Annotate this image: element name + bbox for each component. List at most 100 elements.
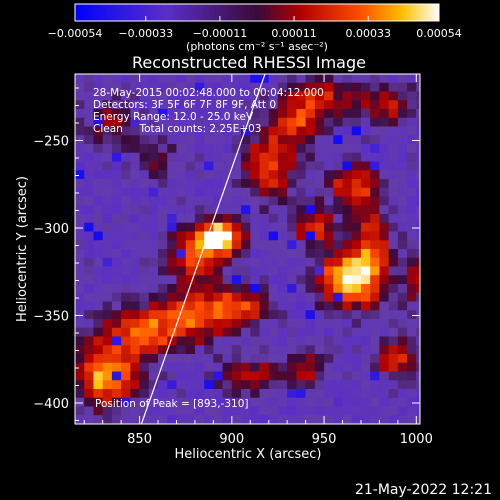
heatmap-cell: [250, 231, 261, 241]
heatmap-cell: [102, 205, 113, 215]
heatmap-cell: [305, 345, 316, 355]
heatmap-cell: [148, 231, 159, 241]
heatmap-cell: [213, 380, 224, 390]
heatmap-cell: [121, 135, 131, 145]
heatmap-cell: [388, 266, 399, 276]
heatmap-cell: [167, 406, 178, 416]
heatmap-cell: [324, 109, 334, 119]
heatmap-cell: [231, 91, 242, 101]
heatmap-cell: [397, 135, 408, 145]
heatmap-cell: [93, 170, 104, 180]
heatmap-cell: [148, 327, 159, 338]
heatmap-cell: [139, 266, 150, 276]
heatmap-cell: [416, 362, 420, 373]
heatmap-cell: [241, 415, 251, 424]
heatmap-cell: [194, 214, 205, 224]
heatmap-cell: [268, 397, 279, 408]
heatmap-cell: [342, 196, 353, 206]
heatmap-cell: [314, 74, 325, 84]
heatmap-cell: [204, 196, 214, 206]
heatmap-cell: [111, 301, 122, 311]
heatmap-cell: [204, 161, 214, 171]
heatmap-cell: [250, 161, 261, 171]
heatmap-cell: [93, 109, 104, 119]
colorbar-ticks: −0.00054 −0.00033 −0.00011 0.00011 0.00033 0.…: [48, 16, 462, 40]
heatmap-cell: [250, 249, 261, 259]
heatmap-cell: [111, 135, 122, 145]
heatmap-cell: [130, 389, 141, 399]
heatmap-cell: [148, 284, 159, 294]
heatmap-cell: [75, 310, 85, 320]
heatmap-cell: [388, 249, 399, 259]
heatmap-cell: [259, 336, 270, 346]
heatmap-cell: [222, 82, 233, 93]
heatmap-cell: [259, 170, 270, 180]
heatmap-cell: [111, 275, 122, 285]
heatmap-cell: [360, 205, 371, 215]
heatmap-cell: [287, 345, 297, 355]
heatmap-cell: [268, 345, 279, 355]
heatmap-cell: [84, 109, 95, 119]
heatmap-cell: [231, 170, 242, 180]
heatmap-cell: [277, 310, 288, 320]
heatmap-cell: [407, 135, 417, 145]
heatmap-cell: [305, 371, 316, 381]
heatmap-cell: [370, 362, 381, 373]
heatmap-cell: [213, 266, 224, 276]
heatmap-cell: [241, 231, 251, 241]
heatmap-cell: [277, 336, 288, 346]
heatmap-cell: [268, 100, 279, 110]
heatmap-cell: [167, 354, 178, 364]
heatmap-cell: [176, 310, 187, 320]
heatmap-cell: [194, 126, 205, 136]
heatmap-cell: [121, 284, 131, 294]
heatmap-cell: [277, 179, 288, 189]
heatmap-cell: [213, 196, 224, 206]
heatmap-cell: [111, 240, 122, 250]
heatmap-cell: [148, 152, 159, 163]
heatmap-cell: [287, 336, 297, 346]
heatmap-cell: [93, 214, 104, 224]
heatmap-cell: [305, 336, 316, 346]
heatmap-cell: [102, 109, 113, 119]
heatmap-cell: [93, 161, 104, 171]
heatmap-cell: [416, 389, 420, 399]
heatmap-cell: [370, 196, 381, 206]
heatmap-cell: [231, 126, 242, 136]
heatmap-cell: [130, 152, 141, 163]
heatmap-cell: [416, 117, 420, 128]
heatmap-cell: [407, 284, 417, 294]
heatmap-cell: [388, 362, 399, 373]
heatmap-cell: [333, 240, 344, 250]
heatmap-cell: [379, 310, 390, 320]
heatmap-cell: [370, 380, 381, 390]
heatmap-cell: [231, 327, 242, 338]
heatmap-cell: [351, 389, 362, 399]
heatmap-cell: [324, 292, 334, 303]
heatmap-cell: [342, 362, 353, 373]
heatmap-cell: [231, 144, 242, 154]
heatmap-cell: [121, 380, 131, 390]
heatmap-cell: [296, 380, 307, 390]
heatmap-cell: [194, 144, 205, 154]
heatmap-cell: [204, 292, 214, 303]
heatmap-cell: [176, 362, 187, 373]
heatmap-cell: [158, 117, 168, 128]
heatmap-cell: [333, 214, 344, 224]
heatmap-cell: [185, 170, 196, 180]
heatmap-cell: [148, 100, 159, 110]
heatmap-cell: [407, 74, 417, 84]
heatmap-cell: [324, 222, 334, 233]
heatmap-cell: [416, 345, 420, 355]
heatmap-cell: [397, 292, 408, 303]
heatmap-cell: [268, 222, 279, 233]
heatmap-cell: [130, 109, 141, 119]
colorbar-tick-label: −0.00011: [193, 27, 248, 40]
heatmap-cell: [388, 336, 399, 346]
heatmap-cell: [139, 205, 150, 215]
heatmap-cell: [314, 266, 325, 276]
heatmap-cell: [360, 371, 371, 381]
heatmap-cell: [314, 249, 325, 259]
heatmap-cell: [324, 397, 334, 408]
heatmap-cell: [314, 319, 325, 329]
